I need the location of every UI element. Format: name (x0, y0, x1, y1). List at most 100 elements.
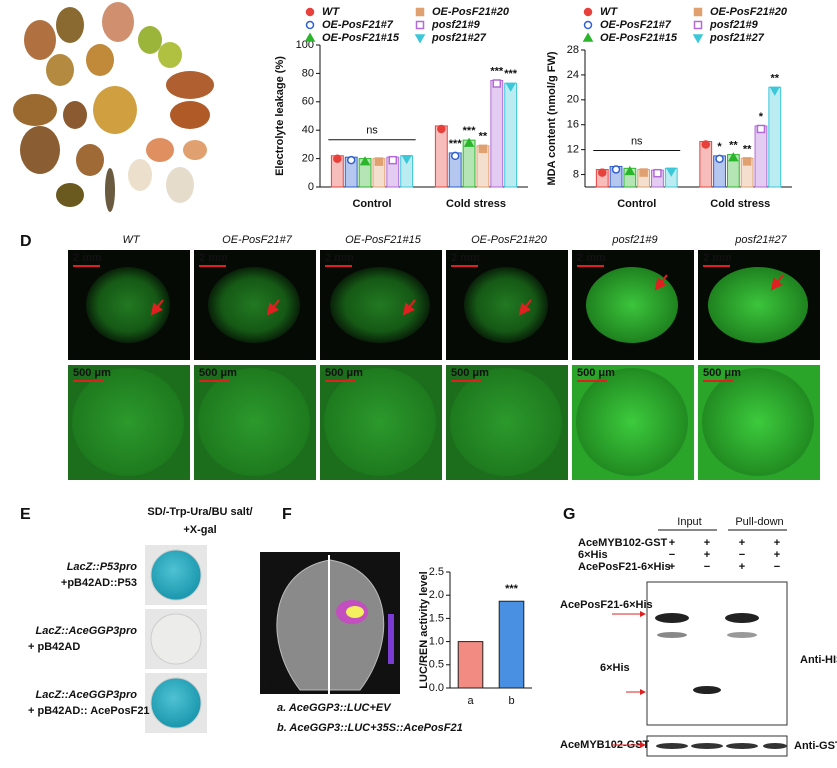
band-label: AcePosF21-6×His (560, 599, 653, 611)
blot (646, 581, 788, 757)
bar-point (401, 155, 412, 165)
bar (457, 641, 484, 689)
legend-label: OE-PosF21#7 (322, 19, 394, 31)
bar-point (478, 144, 488, 154)
panel-label: F (282, 506, 292, 523)
header: SD/-Trp-Ura/BU salt/ (147, 506, 252, 518)
construct: +pB42AD::P53 (61, 577, 137, 589)
bar-point (505, 82, 516, 92)
tissue-zoom (576, 368, 688, 476)
significance: ** (743, 143, 752, 155)
tissue (86, 267, 170, 343)
significance: *** (449, 138, 463, 150)
sign: + (739, 561, 745, 573)
scale-bar: 2 mm (325, 252, 354, 264)
bar-point (756, 124, 766, 134)
significance: ** (479, 131, 488, 143)
y-tick-label: 28 (567, 44, 579, 56)
y-tick-label: 20 (302, 153, 314, 165)
antibody: Anti-GST (794, 740, 837, 752)
panel-label: D (20, 233, 32, 250)
bar-point (742, 157, 752, 166)
legend-marker (583, 7, 593, 17)
bar-point (728, 152, 739, 162)
bar-point (769, 86, 781, 96)
legend-label: posf21#27 (431, 32, 487, 44)
bar (462, 139, 476, 188)
bar (504, 82, 518, 188)
column-title: OE-PosF21#7 (222, 234, 293, 246)
y-tick-label: 12 (567, 144, 579, 156)
bar-point (598, 168, 607, 177)
panel-label: G (563, 506, 575, 523)
bar-point (611, 165, 621, 174)
y-tick-label: 0.5 (429, 659, 444, 671)
arrow (150, 299, 164, 316)
y-tick-label: 16 (567, 119, 579, 131)
legend-marker (693, 7, 703, 17)
tissue-zoom (198, 368, 310, 476)
leaf-image (260, 552, 400, 694)
tissue-zoom (72, 368, 184, 476)
legend-label: posf21#27 (709, 32, 765, 44)
significance: ** (729, 140, 738, 152)
sign: + (704, 549, 710, 561)
y-tick-label: 0.0 (429, 682, 444, 694)
band-label: AceMYB102-GST (560, 739, 650, 751)
legend-marker (415, 7, 425, 17)
scale-bar: 500 μm (451, 367, 489, 379)
scale-bar: 2 mm (451, 252, 480, 264)
legend-line: a. AceGGP3::LUC+EV (277, 702, 392, 714)
image-label: a (268, 676, 275, 688)
scale-bar: 500 μm (577, 367, 615, 379)
construct: LacZ::P53pro (67, 561, 138, 573)
tissue (464, 267, 548, 343)
arrow (654, 274, 668, 291)
legend-label: WT (600, 6, 618, 18)
legend-label: OE-PosF21#15 (322, 32, 400, 44)
scale-bar: 2 mm (577, 252, 606, 264)
bar-point (450, 151, 460, 161)
bar-point (346, 155, 356, 165)
significance: *** (463, 125, 477, 137)
legend-marker (415, 20, 425, 30)
seed-photo (13, 2, 214, 212)
legend-marker (305, 20, 315, 30)
bar-point (374, 157, 384, 166)
construct: LacZ::AceGGP3pro (36, 625, 138, 637)
sign: + (774, 549, 780, 561)
legend-label: posf21#9 (431, 19, 481, 31)
construct: + pB42AD (28, 641, 80, 653)
y-tick-label: 80 (302, 67, 314, 79)
bar-point (624, 165, 636, 176)
y-tick-label: 2.5 (429, 566, 444, 578)
scale-bar: 500 μm (325, 367, 363, 379)
bar-point (715, 154, 724, 164)
sign: − (774, 561, 780, 573)
scale-bar: 500 μm (73, 367, 111, 379)
legend-marker (414, 34, 426, 44)
arrow (518, 299, 532, 316)
band-label: 6×His (600, 662, 630, 674)
sign: − (739, 549, 745, 561)
bar-point (333, 154, 342, 164)
tissue-zoom (450, 368, 562, 476)
column-title: posf21#27 (734, 234, 787, 246)
row-label: AceMYB102-GST (578, 537, 668, 549)
bar-point (492, 79, 502, 88)
construct: + pB42AD:: AcePosF21 (28, 705, 150, 717)
column-title: OE-PosF21#20 (471, 234, 548, 246)
y-tick-label: 0 (308, 181, 314, 193)
tissue-zoom (324, 368, 436, 476)
legend-label: OE-PosF21#20 (710, 6, 788, 18)
column-title: WT (122, 234, 140, 246)
annotation: ns (631, 135, 643, 147)
y-axis-label: LUC/REN activity level (418, 571, 430, 688)
y-tick-label: 20 (567, 94, 579, 106)
x-tick-label: Control (617, 198, 656, 210)
sign: + (704, 537, 710, 549)
legend-label: WT (322, 6, 340, 18)
bar (490, 80, 504, 188)
tissue (330, 267, 430, 343)
